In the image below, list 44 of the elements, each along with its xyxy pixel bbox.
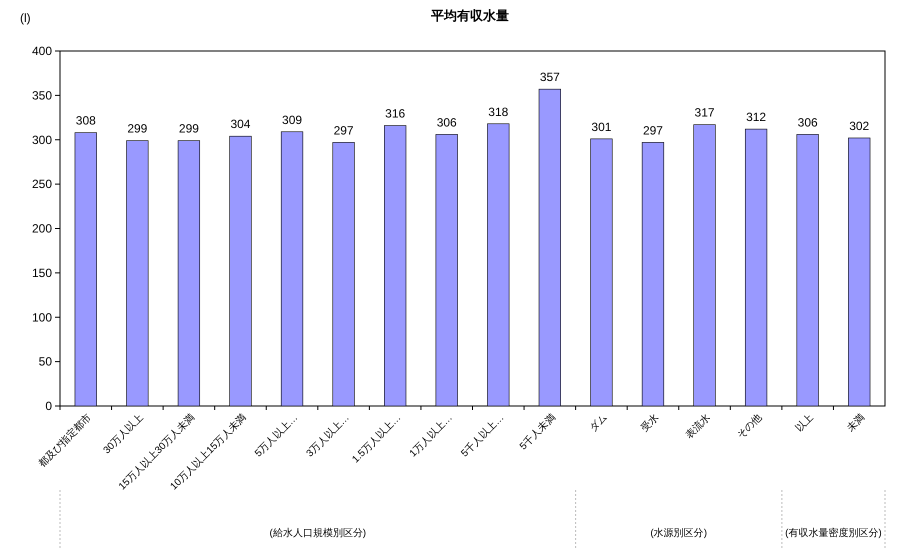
data-label: 316 [385,106,406,121]
data-label: 306 [436,115,458,130]
data-label: 297 [334,123,354,138]
data-label: 302 [849,118,870,133]
x-tick-label: ダム [586,412,610,434]
x-tick-label: その他 [734,412,764,442]
x-tick-label: 5万人以上… [252,412,300,460]
y-tick-label: 300 [32,132,52,147]
data-label: 299 [127,122,148,136]
y-tick-label: 0 [45,399,52,413]
x-tick-label: 30万人以上 [100,412,146,456]
data-label: 317 [694,106,715,120]
x-tick-label: 5千人以上… [458,412,506,460]
data-label: 318 [488,104,509,119]
x-tick-label: 表流水 [682,412,713,442]
text: (水源別区分) [650,527,708,539]
x-tick-label: 都及び指定都市 [36,412,94,470]
data-label: 304 [230,117,251,132]
chart-title: 平均有収水量 [430,8,509,23]
y-tick-label: 100 [32,310,52,324]
data-label: 301 [591,120,612,134]
x-tick-label: 以上 [793,412,816,434]
y-tick-label: 250 [32,177,52,192]
data-label: 308 [76,114,96,128]
data-label: 306 [798,115,818,130]
data-label: 309 [282,112,302,127]
y-tick-label: 400 [32,44,52,58]
x-tick-label: 1.5万人以上… [350,412,404,466]
data-label: 299 [178,122,200,136]
x-tick-label: 3万人以上… [304,412,352,460]
y-tick-label: 50 [38,354,52,369]
x-tick-label: 1万人以上… [407,412,455,460]
y-axis-title: (l) [20,11,31,25]
y-tick-label: 200 [32,222,52,236]
data-label: 312 [746,110,766,124]
y-tick-label: 350 [32,88,52,102]
y-tick-label: 150 [32,266,52,280]
text: (給水人口規模別区分) [269,527,366,539]
x-tick-label: 未満 [844,412,868,434]
data-label: 297 [642,123,664,138]
data-label: 357 [540,70,560,84]
x-tick-label: 受水 [638,412,662,434]
x-tick-label: 5千人未満 [517,412,558,452]
text: (有収水量密度別区分) [785,527,882,539]
